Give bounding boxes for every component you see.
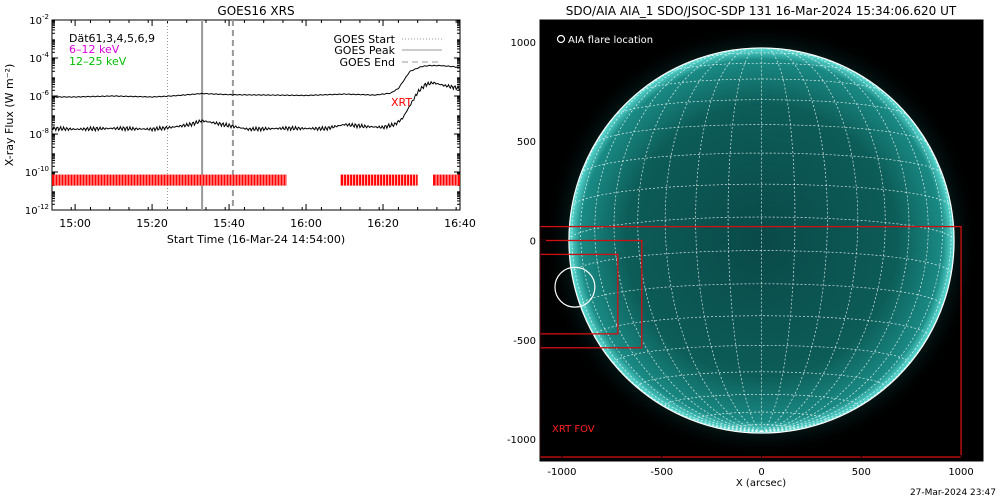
latitude-line [699,52,824,59]
xrt-fov-box [540,253,619,335]
latitude-line [668,62,855,73]
latitude-line [571,250,952,274]
goes-axis-ticks: 15:00 15:20 15:40 16:00 16:20 16:40 10-12 10-10… [25,13,476,230]
latitude-line [568,216,955,241]
aia-y-tick-label: 500 [517,137,536,148]
aia-y-tick-label: -500 [513,336,536,347]
legend-goes-start: GOES Start [334,33,396,46]
goes-plot-frame [51,19,461,211]
goes-chart-title: GOES16 XRS [217,4,294,18]
xrt-fov-box [540,239,643,349]
goes-x-tick-label: 16:00 [290,217,322,230]
latitude-line [594,315,929,337]
goes-y-tick-label: 10-2 [29,13,49,27]
aia-x-tick-label: 1000 [948,467,973,478]
flare-location-circle [554,266,596,308]
goes-x-tick-label: 16:20 [367,217,399,230]
latitude-line [580,283,943,306]
legend-goes-peak: GOES Peak [334,44,395,57]
aia-x-tick-label: -500 [650,467,673,478]
longitude-line [664,48,762,432]
goes-x-tick-label: 15:40 [213,217,245,230]
goes-y-axis-label: X-ray Flux (W m⁻²) [3,64,16,166]
solar-disk [568,47,955,434]
aia-y-tick-label: -1000 [507,435,536,446]
goes-y-tick-label: 10-12 [25,203,49,217]
goes-y-tick-label: 10-8 [29,127,49,141]
goes-flux-line-2 [51,80,461,133]
longitude-line [613,50,762,432]
goes-x-tick-label: 15:00 [59,217,91,230]
longitude-line [637,49,762,432]
aia-x-axis-label: X (arcsec) [736,478,786,489]
longitude-line [580,58,762,432]
aia-y-tick-label: 0 [530,237,536,248]
longitude-line [761,47,828,432]
longitude-line [571,83,762,432]
goes-y-tick-label: 10-10 [25,165,49,179]
aia-chart-title: SDO/AIA AIA_1 SDO/JSOC-SDP 131 16-Mar-20… [566,4,957,18]
latitude-line [571,183,952,207]
latitude-line [580,152,943,175]
goes-y-tick-label: 10-6 [29,89,49,103]
goes-flux-line-1 [52,64,461,98]
latitude-line [614,99,909,117]
aia-x-tick-label: -1000 [547,467,576,478]
goes-x-tick-label: 15:20 [136,217,168,230]
legend-12-25kev: 12–25 keV [69,55,127,68]
aia-x-tick-label: 500 [852,467,871,478]
goes-legend-left: Dät61,3,4,5,6,9 6–12 keV 12–25 keV [69,32,155,68]
longitude-line [761,47,796,432]
latitude-line [695,411,828,421]
legend-6-12kev: 6–12 keV [69,43,120,56]
latitude-line [639,78,884,92]
longitude-line [761,49,886,432]
aia-axis-ticks: -1000 -500 0 500 1000 -1000 -500 0 500 1000 [507,20,983,478]
xrt-fov-box [540,225,962,458]
longitude-line [761,50,910,432]
xrt-coverage-segment [433,174,460,186]
longitude-line [761,48,859,432]
goes-y-tick-label: 10-4 [29,51,49,65]
flare-legend-text: AIA flare location [568,35,653,46]
longitude-line [761,83,952,432]
longitude-line [695,47,762,432]
aia-y-tick-label: 1000 [511,38,536,49]
longitude-line [761,58,943,432]
goes-x-tick-label: 16:40 [444,217,476,230]
goes-xrt-annotation: XRT [391,96,412,109]
timestamp: 27-Mar-2024 23:47 [909,488,996,498]
goes-data-layer [51,20,461,210]
latitude-line [595,124,928,144]
xrt-coverage-segment [340,174,418,186]
legend-goes-end: GOES End [339,56,395,69]
latitude-line [727,424,796,429]
fov-boxes [540,225,962,458]
flare-legend-icon [556,34,566,44]
longitude-line [727,47,762,432]
goes-x-axis-label: Start Time (16-Mar-24 14:54:00) [167,233,345,246]
xrt-fov-label: XRT FOV [552,424,595,435]
legend-detectors: Dät61,3,4,5,6,9 [69,32,155,45]
goes-legend-right: GOES Start GOES Peak GOES End [334,33,442,69]
aia-x-tick-label: 0 [758,467,764,478]
